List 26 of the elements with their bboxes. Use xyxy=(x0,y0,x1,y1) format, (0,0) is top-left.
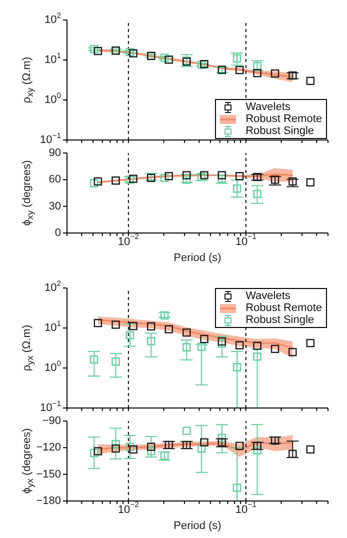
legend-label: Robust Single xyxy=(246,314,314,326)
x-axis-title: Period (s) xyxy=(174,520,222,532)
y-tick-label: 90 xyxy=(48,147,61,159)
y-tick-label: 10$^{2}$ xyxy=(44,11,61,26)
y-tick-label: 10$^{−1}$ xyxy=(40,399,61,414)
y-tick-label: 10$^{1}$ xyxy=(44,51,61,66)
legend-label: Wavelets xyxy=(246,101,290,113)
legend-label: Robust Remote xyxy=(246,302,322,314)
y-tick-label: 10$^{1}$ xyxy=(44,319,61,334)
y-tick-label: 10$^{−1}$ xyxy=(40,131,61,146)
y-tick-label: 60 xyxy=(48,174,61,186)
y-tick-label: 30 xyxy=(48,200,61,212)
y-tick-label: 10$^{0}$ xyxy=(44,91,61,106)
y-tick-label: 10$^{2}$ xyxy=(44,279,61,294)
y-tick-label: −150 xyxy=(36,468,61,480)
legend-label: Wavelets xyxy=(246,290,290,302)
x-tick-label: 10$^{−2}$ xyxy=(118,500,139,516)
y-tick-label: −90 xyxy=(42,415,61,427)
y-tick-label: −120 xyxy=(36,442,61,454)
y-tick-label: 10$^{0}$ xyxy=(44,359,61,374)
y-tick-label: 0 xyxy=(54,227,61,239)
x-tick-label: 10$^{−2}$ xyxy=(118,232,139,248)
y-tick-label: −180 xyxy=(36,495,61,507)
legend-label: Robust Single xyxy=(246,125,314,137)
x-axis-title: Period (s) xyxy=(174,252,222,264)
legend-label: Robust Remote xyxy=(246,113,322,125)
